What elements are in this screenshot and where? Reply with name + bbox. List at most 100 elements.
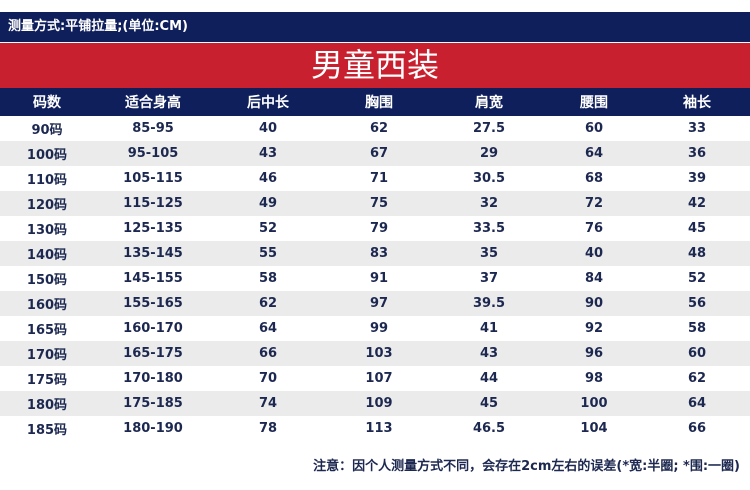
table-cell: 84 [584, 271, 604, 286]
table-cell: 165-175 [94, 341, 212, 366]
table-cell: 79 [369, 221, 389, 236]
table-cell: 76 [584, 221, 604, 236]
table-cell: 48 [644, 241, 750, 266]
table-cell: 99 [369, 321, 389, 336]
table-cell: 175码 [26, 373, 68, 388]
table-cell: 64 [258, 321, 278, 336]
table-cell: 45 [434, 391, 544, 416]
table-cell: 30.5 [472, 171, 506, 186]
table-cell: 120码 [0, 191, 94, 216]
table-cell: 40 [258, 121, 278, 136]
table-row: 110码 105-115 46 71 30.5 68 39 [0, 166, 750, 191]
table-cell: 45 [687, 221, 707, 236]
table-cell: 43 [434, 341, 544, 366]
table-cell: 39.5 [434, 291, 544, 316]
table-cell: 55 [212, 241, 324, 266]
table-cell: 90码 [31, 123, 63, 138]
table-cell: 58 [258, 271, 278, 286]
column-header: 胸围 [324, 88, 434, 116]
table-cell: 46.5 [472, 421, 506, 436]
table-cell: 40 [544, 241, 644, 266]
table-cell: 71 [369, 171, 389, 186]
table-row: 130码 125-135 52 79 33.5 76 45 [0, 216, 750, 241]
table-cell: 60 [584, 121, 604, 136]
table-cell: 36 [644, 141, 750, 166]
table-cell: 68 [584, 171, 604, 186]
table-cell: 130码 [26, 223, 68, 238]
table-cell: 78 [258, 421, 278, 436]
table-row: 120码 115-125 49 75 32 72 42 [0, 191, 750, 216]
table-cell: 97 [324, 291, 434, 316]
column-header: 肩宽 [434, 88, 544, 116]
column-header: 适合身高 [94, 88, 212, 116]
table-cell: 75 [324, 191, 434, 216]
table-cell: 160-170 [123, 321, 183, 336]
table-cell: 35 [434, 241, 544, 266]
table-cell: 98 [584, 371, 604, 386]
table-cell: 150码 [26, 273, 68, 288]
table-cell: 39 [687, 171, 707, 186]
table-cell: 67 [324, 141, 434, 166]
table-cell: 175-185 [94, 391, 212, 416]
table-cell: 32 [434, 191, 544, 216]
table-cell: 64 [644, 391, 750, 416]
table-row: 150码 145-155 58 91 37 84 52 [0, 266, 750, 291]
table-cell: 100码 [0, 141, 94, 166]
title: 男童西装 [0, 43, 750, 88]
table-row: 175码 170-180 70 107 44 98 62 [0, 366, 750, 391]
table-cell: 109 [324, 391, 434, 416]
table-cell: 42 [644, 191, 750, 216]
table-cell: 110码 [26, 173, 68, 188]
table-row: 165码 160-170 64 99 41 92 58 [0, 316, 750, 341]
table-cell: 37 [479, 271, 499, 286]
table-cell: 115-125 [94, 191, 212, 216]
table-cell: 60 [644, 341, 750, 366]
measure-note: 测量方式:平铺拉量;(单位:CM) [0, 12, 750, 42]
table-cell: 105-115 [123, 171, 183, 186]
table-cell: 44 [479, 371, 499, 386]
footer-note: 注意：因个人测量方式不同，会存在2cm左右的误差(*宽:半圈; *围:一圈) [313, 459, 740, 474]
table-cell: 170码 [0, 341, 94, 366]
table-row: 185码 180-190 78 113 46.5 104 66 [0, 416, 750, 441]
table-cell: 160码 [0, 291, 94, 316]
table-cell: 91 [369, 271, 389, 286]
table-cell: 52 [258, 221, 278, 236]
column-header: 码数 [0, 88, 94, 116]
table-cell: 104 [580, 421, 608, 436]
table-cell: 170-180 [123, 371, 183, 386]
table-row: 140码 135-145 55 83 35 40 48 [0, 241, 750, 266]
column-header: 腰围 [544, 88, 644, 116]
table-row: 160码 155-165 62 97 39.5 90 56 [0, 291, 750, 316]
table-cell: 180码 [0, 391, 94, 416]
table-cell: 100 [544, 391, 644, 416]
table-row: 100码 95-105 43 67 29 64 36 [0, 141, 750, 166]
table-cell: 140码 [0, 241, 94, 266]
table-cell: 95-105 [94, 141, 212, 166]
header-row: 码数 适合身高 后中长 胸围 肩宽 腰围 袖长 [0, 88, 750, 116]
table-cell: 72 [544, 191, 644, 216]
table-cell: 29 [434, 141, 544, 166]
table-cell: 113 [365, 421, 393, 436]
table-cell: 58 [687, 321, 707, 336]
table-cell: 90 [544, 291, 644, 316]
table-cell: 62 [212, 291, 324, 316]
table-cell: 83 [324, 241, 434, 266]
table-cell: 165码 [26, 323, 68, 338]
table-cell: 74 [212, 391, 324, 416]
table-cell: 70 [258, 371, 278, 386]
column-header: 后中长 [212, 88, 324, 116]
table-cell: 62 [369, 121, 389, 136]
table-cell: 96 [544, 341, 644, 366]
table-cell: 56 [644, 291, 750, 316]
table-cell: 33 [687, 121, 707, 136]
table-row: 90码 85-95 40 62 27.5 60 33 [0, 116, 750, 141]
table-cell: 145-155 [123, 271, 183, 286]
table-row: 180码 175-185 74 109 45 100 64 [0, 391, 750, 416]
table-row: 170码 165-175 66 103 43 96 60 [0, 341, 750, 366]
table-cell: 180-190 [123, 421, 183, 436]
table-cell: 41 [479, 321, 499, 336]
size-table: 码数 适合身高 后中长 胸围 肩宽 腰围 袖长 90码 85-95 40 62 27.5 60 33 10… [0, 88, 750, 441]
table-cell: 85-95 [132, 121, 174, 136]
table-cell: 52 [687, 271, 707, 286]
